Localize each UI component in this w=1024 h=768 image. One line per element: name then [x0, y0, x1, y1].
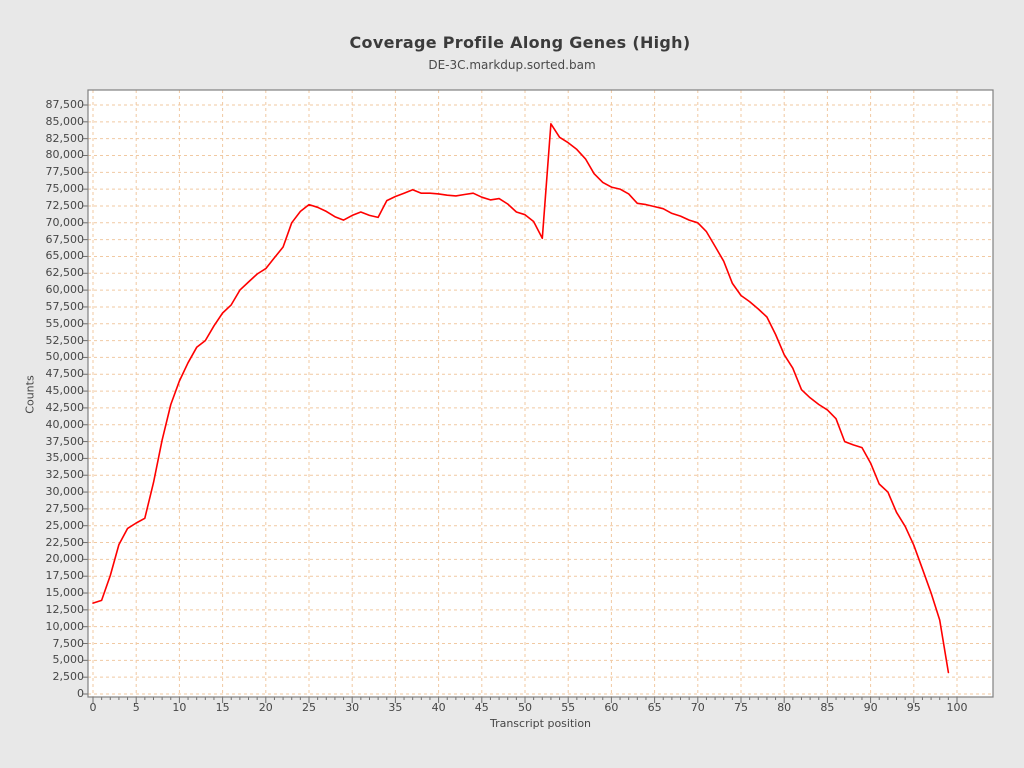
y-tick-label: 2,500: [52, 670, 85, 684]
x-tick-label: 30: [345, 701, 360, 714]
x-tick-label: 95: [906, 701, 921, 714]
y-tick-label: 42,500: [45, 400, 85, 414]
x-tick-label: 10: [172, 701, 187, 714]
x-tick-label: 65: [647, 701, 662, 714]
y-tick-label: 25,000: [45, 518, 85, 532]
x-tick-label: 90: [863, 701, 878, 714]
y-tick-label: 45,000: [45, 384, 85, 398]
x-tick-label: 40: [431, 701, 446, 714]
y-tick-label: 75,000: [45, 182, 85, 196]
y-tick-label: 87,500: [45, 98, 85, 111]
y-tick-label: 70,000: [45, 215, 85, 229]
y-tick-label: 72,500: [45, 198, 85, 212]
plot-background: [88, 90, 993, 697]
axis-ticks: [83, 104, 958, 703]
y-tick-label: 35,000: [45, 451, 85, 465]
y-tick-label: 50,000: [45, 350, 85, 364]
x-tick-label: 100: [946, 701, 968, 714]
x-tick-label: 70: [690, 701, 705, 714]
y-tick-label: 27,500: [45, 501, 85, 515]
y-tick-label: 77,500: [45, 165, 85, 179]
y-tick-label: 85,000: [45, 114, 85, 128]
y-tick-label: 37,500: [45, 434, 85, 448]
coverage-data-line: [92, 123, 950, 674]
x-tick-label: 35: [388, 701, 403, 714]
y-tick-label: 22,500: [45, 535, 85, 549]
y-tick-label: 52,500: [45, 333, 85, 347]
grid-lines: [88, 90, 993, 697]
x-tick-label: 55: [561, 701, 576, 714]
y-tick-label: 82,500: [45, 131, 85, 145]
x-tick-label: 45: [474, 701, 489, 714]
chart-title: Coverage Profile Along Genes (High): [349, 33, 691, 52]
x-tick-label: 75: [734, 701, 748, 714]
y-tick-label: 12,500: [45, 602, 85, 616]
y-tick-label: 17,500: [45, 569, 85, 583]
y-tick-label: 47,500: [45, 367, 85, 381]
y-tick-label: 57,500: [45, 299, 85, 313]
y-tick-label: 62,500: [45, 266, 85, 280]
x-tick-label: 5: [132, 701, 140, 714]
y-tick-label: 5,000: [52, 653, 85, 667]
x-tick-label: 80: [777, 701, 792, 714]
x-tick-label: 15: [215, 701, 230, 714]
plot-border: [87, 89, 994, 698]
y-tick-label: 7,500: [52, 636, 85, 650]
x-tick-label: 50: [518, 701, 532, 714]
coverage-polyline: [92, 123, 950, 674]
y-tick-label: 20,000: [45, 552, 85, 566]
y-tick-label: 10,000: [45, 619, 85, 633]
y-tick-label: 67,500: [45, 232, 85, 246]
x-tick-label: 60: [604, 701, 619, 714]
y-tick-label: 15,000: [45, 586, 85, 600]
y-tick-label: 80,000: [45, 148, 85, 162]
y-tick-label: 30,000: [45, 485, 85, 499]
x-axis-title: Transcript position: [489, 717, 592, 730]
y-tick-label: 60,000: [45, 283, 85, 297]
y-tick-label: 65,000: [45, 249, 85, 263]
x-tick-label: 85: [820, 701, 835, 714]
x-tick-label: 20: [258, 701, 273, 714]
y-tick-label: 0: [77, 687, 84, 700]
chart-subtitle: DE-3C.markdup.sorted.bam: [428, 58, 596, 72]
y-tick-label: 32,500: [45, 468, 85, 482]
x-tick-label: 0: [89, 701, 97, 714]
y-tick-label: 40,000: [45, 417, 85, 431]
y-axis-title: Counts: [23, 375, 37, 414]
x-tick-label: 25: [302, 701, 316, 714]
y-tick-label: 55,000: [45, 316, 85, 330]
